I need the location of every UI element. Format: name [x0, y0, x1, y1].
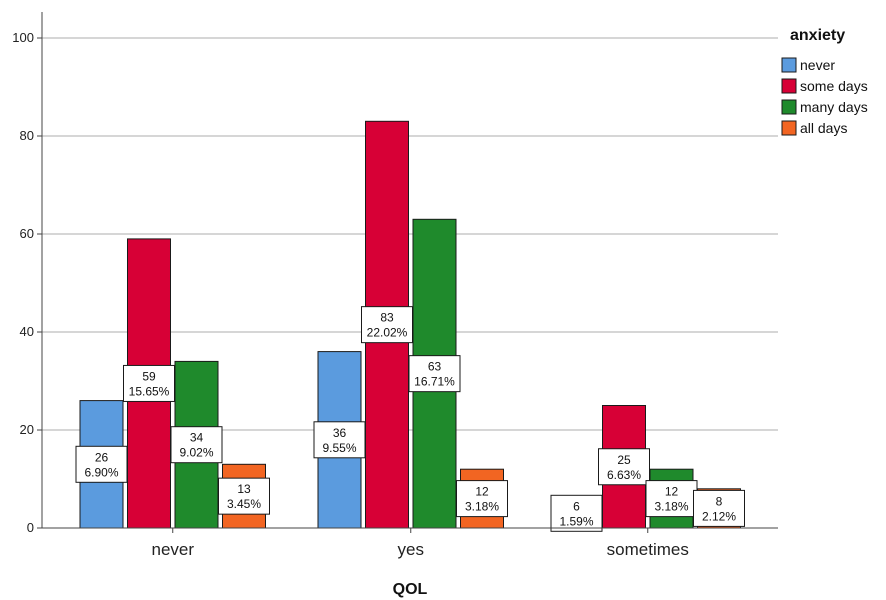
data-label-count: 59 [142, 369, 156, 383]
data-label-box [170, 426, 223, 464]
data-label-percent: 6.90% [84, 465, 118, 479]
data-label-percent: 16.71% [414, 375, 455, 389]
data-label-box [550, 494, 603, 532]
legend-title: anxiety [790, 27, 845, 44]
data-label-count: 63 [428, 360, 442, 374]
data-label-box [123, 364, 175, 402]
data-label-percent: 3.18% [465, 500, 499, 514]
x-category-label: sometimes [607, 540, 689, 559]
data-label-percent: 1.59% [559, 514, 593, 528]
legend-label: all days [800, 120, 847, 136]
legend-swatch [781, 99, 797, 115]
data-label: 123.18% [456, 480, 508, 518]
legend-label: many days [800, 99, 868, 115]
legend-item: some days [781, 78, 868, 94]
data-label-percent: 3.45% [227, 497, 261, 511]
legend-item: never [781, 57, 835, 73]
legend-swatch [781, 78, 797, 94]
data-label-percent: 9.02% [179, 446, 213, 460]
data-label-count: 36 [333, 426, 347, 440]
legend-item: all days [781, 120, 847, 136]
data-label-count: 6 [573, 499, 580, 513]
data-label-box [456, 480, 508, 518]
data-label-box [693, 489, 745, 527]
data-label: 82.12% [693, 489, 745, 527]
x-category-label: never [151, 540, 194, 559]
data-label: 133.45% [218, 477, 270, 515]
data-label-percent: 22.02% [367, 326, 408, 340]
data-label-percent: 2.12% [702, 509, 736, 523]
data-label-box [361, 306, 413, 344]
legend-swatch [781, 120, 797, 136]
legend: anxiety never some days many days all days [781, 27, 868, 136]
legend-label: never [800, 57, 835, 73]
data-label-count: 26 [95, 450, 109, 464]
y-tick-label: 40 [20, 324, 34, 339]
legend-label: some days [800, 78, 868, 94]
y-tick-label: 60 [20, 226, 34, 241]
data-label: 369.55% [313, 421, 366, 459]
legend-swatch [781, 57, 797, 73]
y-axis: 0 20 40 60 80 100 [12, 12, 43, 535]
data-label-count: 83 [380, 311, 394, 325]
data-label: 256.63% [598, 448, 650, 486]
data-label-count: 12 [475, 485, 489, 499]
x-category-label: yes [398, 540, 424, 559]
data-label: 123.18% [645, 480, 698, 518]
data-label-box [75, 445, 128, 483]
y-tick-label: 80 [20, 128, 34, 143]
data-label-percent: 3.18% [654, 500, 688, 514]
data-label-percent: 15.65% [129, 384, 170, 398]
x-axis: never yes sometimes [42, 527, 778, 559]
data-label-box [218, 477, 270, 515]
data-label-percent: 9.55% [322, 441, 356, 455]
data-label-count: 13 [237, 482, 251, 496]
y-tick-label: 20 [20, 422, 34, 437]
data-label: 266.90% [75, 445, 128, 483]
data-label: 61.59% [550, 494, 603, 532]
data-label-count: 12 [665, 485, 679, 499]
legend-item: many days [781, 99, 868, 115]
data-label-count: 8 [716, 494, 723, 508]
data-label: 349.02% [170, 426, 223, 464]
data-label-box [313, 421, 366, 459]
data-label-percent: 6.63% [607, 468, 641, 482]
data-label-box [598, 448, 650, 486]
data-label-count: 25 [617, 453, 631, 467]
y-tick-label: 0 [27, 520, 34, 535]
data-label-box [408, 355, 461, 393]
y-tick-label: 100 [12, 30, 34, 45]
x-axis-title: QOL [393, 581, 428, 598]
data-label-count: 34 [190, 431, 204, 445]
